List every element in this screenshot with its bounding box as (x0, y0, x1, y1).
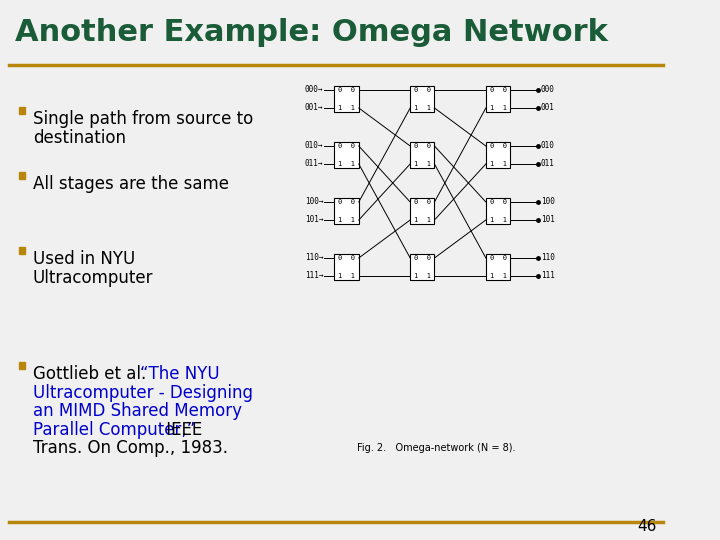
Text: 1  1: 1 1 (490, 273, 506, 279)
Text: 101→: 101→ (305, 215, 323, 225)
Text: 000: 000 (541, 85, 555, 94)
Text: 111: 111 (541, 272, 555, 280)
Text: Another Example: Omega Network: Another Example: Omega Network (15, 18, 608, 47)
Text: 0  0: 0 0 (338, 255, 355, 261)
Text: 46: 46 (637, 519, 657, 534)
Text: Used in NYU: Used in NYU (32, 250, 135, 268)
FancyBboxPatch shape (486, 142, 510, 168)
FancyBboxPatch shape (335, 198, 359, 224)
Text: 0  0: 0 0 (338, 87, 355, 93)
Text: 1  1: 1 1 (338, 273, 355, 279)
Text: 0  0: 0 0 (490, 199, 506, 205)
Text: 110: 110 (541, 253, 555, 262)
FancyBboxPatch shape (19, 361, 25, 368)
Text: Single path from source to: Single path from source to (32, 110, 253, 128)
FancyBboxPatch shape (19, 172, 25, 179)
Text: Ultracomputer: Ultracomputer (32, 268, 153, 287)
FancyBboxPatch shape (19, 106, 25, 113)
Text: 101: 101 (541, 215, 555, 225)
Text: 0  0: 0 0 (338, 199, 355, 205)
Text: an MIMD Shared Memory: an MIMD Shared Memory (32, 402, 242, 420)
Text: 111→: 111→ (305, 272, 323, 280)
Text: 1  1: 1 1 (414, 105, 431, 111)
Text: 010: 010 (541, 141, 555, 151)
FancyBboxPatch shape (410, 254, 434, 280)
Text: Trans. On Comp., 1983.: Trans. On Comp., 1983. (32, 440, 228, 457)
Text: 000→: 000→ (305, 85, 323, 94)
Text: 100: 100 (541, 198, 555, 206)
FancyBboxPatch shape (335, 254, 359, 280)
Text: 0  0: 0 0 (490, 143, 506, 149)
Text: 1  1: 1 1 (338, 217, 355, 223)
Text: 0  0: 0 0 (414, 199, 431, 205)
Text: 1  1: 1 1 (490, 105, 506, 111)
Text: Ultracomputer - Designing: Ultracomputer - Designing (32, 383, 253, 402)
Text: 0  0: 0 0 (414, 143, 431, 149)
Text: 0  0: 0 0 (414, 87, 431, 93)
FancyBboxPatch shape (19, 246, 25, 253)
Text: 1  1: 1 1 (414, 161, 431, 167)
Text: All stages are the same: All stages are the same (32, 175, 229, 193)
FancyBboxPatch shape (410, 198, 434, 224)
FancyBboxPatch shape (410, 86, 434, 112)
Text: 1  1: 1 1 (414, 217, 431, 223)
Text: 1  1: 1 1 (490, 217, 506, 223)
Text: 011→: 011→ (305, 159, 323, 168)
Text: 010→: 010→ (305, 141, 323, 151)
FancyBboxPatch shape (335, 142, 359, 168)
Text: “The NYU: “The NYU (140, 365, 220, 383)
Text: Fig. 2.   Omega-network (N = 8).: Fig. 2. Omega-network (N = 8). (357, 443, 516, 453)
Text: 100→: 100→ (305, 198, 323, 206)
Text: 1  1: 1 1 (414, 273, 431, 279)
Text: 110→: 110→ (305, 253, 323, 262)
Text: 001→: 001→ (305, 104, 323, 112)
FancyBboxPatch shape (335, 86, 359, 112)
Text: 0  0: 0 0 (414, 255, 431, 261)
Text: Parallel Computer,”: Parallel Computer,” (32, 421, 195, 439)
FancyBboxPatch shape (486, 254, 510, 280)
Text: 001: 001 (541, 104, 555, 112)
Text: 1  1: 1 1 (338, 105, 355, 111)
FancyBboxPatch shape (486, 86, 510, 112)
Text: destination: destination (32, 129, 126, 146)
Text: 0  0: 0 0 (490, 87, 506, 93)
Text: 011: 011 (541, 159, 555, 168)
Text: 0  0: 0 0 (490, 255, 506, 261)
Text: 1  1: 1 1 (338, 161, 355, 167)
FancyBboxPatch shape (410, 142, 434, 168)
Text: Gottlieb et al.: Gottlieb et al. (32, 365, 151, 383)
Text: 0  0: 0 0 (338, 143, 355, 149)
FancyBboxPatch shape (486, 198, 510, 224)
Text: IEEE: IEEE (161, 421, 202, 439)
Text: 1  1: 1 1 (490, 161, 506, 167)
